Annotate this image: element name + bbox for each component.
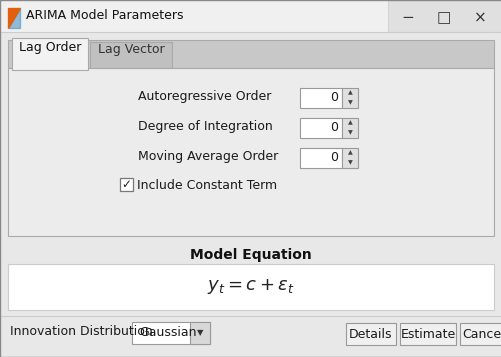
Bar (300, 88, 341, 108)
Text: ARIMA Model Parameters: ARIMA Model Parameters (26, 9, 183, 22)
Bar (341, 88, 357, 108)
Bar (300, 118, 341, 138)
Text: 0: 0 (329, 91, 337, 104)
Bar (12, 38, 88, 70)
Bar (459, 323, 501, 345)
Text: 0: 0 (329, 151, 337, 164)
Bar (8, 68, 493, 236)
Text: Gaussian: Gaussian (139, 326, 196, 339)
Bar (341, 148, 357, 168)
Text: 0: 0 (329, 121, 337, 134)
Bar (132, 322, 209, 344)
Bar (345, 323, 395, 345)
Bar (8, 40, 493, 68)
Bar (120, 178, 133, 191)
Text: Include Constant Term: Include Constant Term (137, 179, 277, 192)
Bar (399, 323, 455, 345)
Bar (387, 0, 501, 32)
Bar (189, 322, 209, 344)
Text: ×: × (472, 10, 485, 25)
Text: ▼: ▼ (347, 161, 352, 166)
Text: ▼: ▼ (196, 328, 203, 337)
Text: ▲: ▲ (347, 91, 352, 96)
Polygon shape (8, 8, 20, 28)
Text: Details: Details (349, 327, 392, 341)
Text: Lag Order: Lag Order (19, 40, 81, 54)
Polygon shape (8, 8, 20, 28)
Text: $y_t = c + \varepsilon_t$: $y_t = c + \varepsilon_t$ (207, 277, 294, 297)
Text: Autoregressive Order: Autoregressive Order (138, 90, 271, 103)
Text: Moving Average Order: Moving Average Order (138, 150, 278, 163)
Text: ▼: ▼ (347, 101, 352, 106)
Bar (0, 0, 501, 32)
Text: Innovation Distribution: Innovation Distribution (10, 325, 152, 338)
Bar (90, 42, 172, 68)
Text: ▲: ▲ (347, 121, 352, 126)
Bar (341, 118, 357, 138)
Text: Lag Vector: Lag Vector (98, 44, 164, 56)
Text: Cancel: Cancel (462, 327, 501, 341)
Text: Model Equation: Model Equation (190, 248, 311, 262)
Bar (8, 264, 493, 310)
Text: ✓: ✓ (121, 178, 131, 191)
Text: Degree of Integration: Degree of Integration (138, 120, 272, 133)
Text: −: − (401, 10, 413, 25)
Text: Estimate: Estimate (400, 327, 455, 341)
Text: □: □ (436, 10, 450, 25)
Bar (0, 316, 501, 357)
Bar (300, 148, 341, 168)
Text: ▲: ▲ (347, 151, 352, 156)
Text: ▼: ▼ (347, 131, 352, 136)
